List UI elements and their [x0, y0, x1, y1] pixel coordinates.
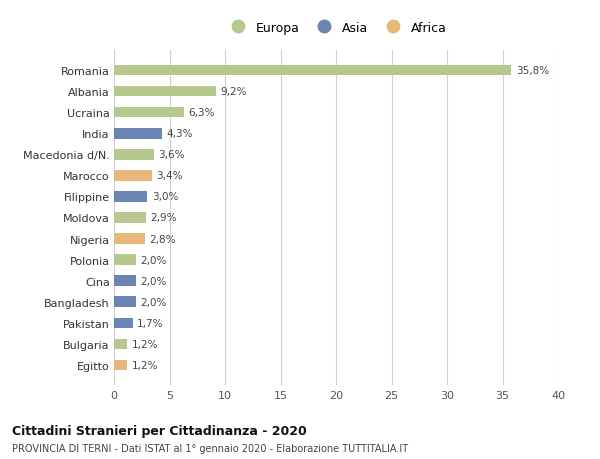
Bar [114, 234, 145, 244]
Bar [114, 360, 127, 370]
Text: 6,3%: 6,3% [188, 108, 215, 118]
Text: 1,2%: 1,2% [132, 339, 158, 349]
Bar [114, 276, 136, 286]
Text: 2,0%: 2,0% [140, 297, 167, 307]
Text: 3,0%: 3,0% [152, 192, 178, 202]
Text: 9,2%: 9,2% [221, 87, 247, 97]
Bar [114, 171, 152, 181]
Bar [114, 318, 133, 328]
Text: Cittadini Stranieri per Cittadinanza - 2020: Cittadini Stranieri per Cittadinanza - 2… [12, 425, 307, 437]
Bar [114, 255, 136, 265]
Text: 1,7%: 1,7% [137, 318, 164, 328]
Text: 2,8%: 2,8% [149, 234, 176, 244]
Bar [114, 213, 146, 223]
Bar [114, 339, 127, 349]
Legend: Europa, Asia, Africa: Europa, Asia, Africa [221, 17, 452, 39]
Bar [114, 297, 136, 308]
Text: 3,4%: 3,4% [156, 171, 182, 181]
Text: 35,8%: 35,8% [516, 66, 549, 76]
Text: 4,3%: 4,3% [166, 129, 193, 139]
Bar [114, 108, 184, 118]
Bar [114, 150, 154, 160]
Text: 2,9%: 2,9% [151, 213, 177, 223]
Text: 1,2%: 1,2% [132, 360, 158, 370]
Text: 3,6%: 3,6% [158, 150, 185, 160]
Bar [114, 129, 162, 139]
Bar [114, 66, 511, 76]
Bar [114, 87, 216, 97]
Text: 2,0%: 2,0% [140, 276, 167, 286]
Text: 2,0%: 2,0% [140, 255, 167, 265]
Text: PROVINCIA DI TERNI - Dati ISTAT al 1° gennaio 2020 - Elaborazione TUTTITALIA.IT: PROVINCIA DI TERNI - Dati ISTAT al 1° ge… [12, 443, 408, 453]
Bar [114, 192, 148, 202]
